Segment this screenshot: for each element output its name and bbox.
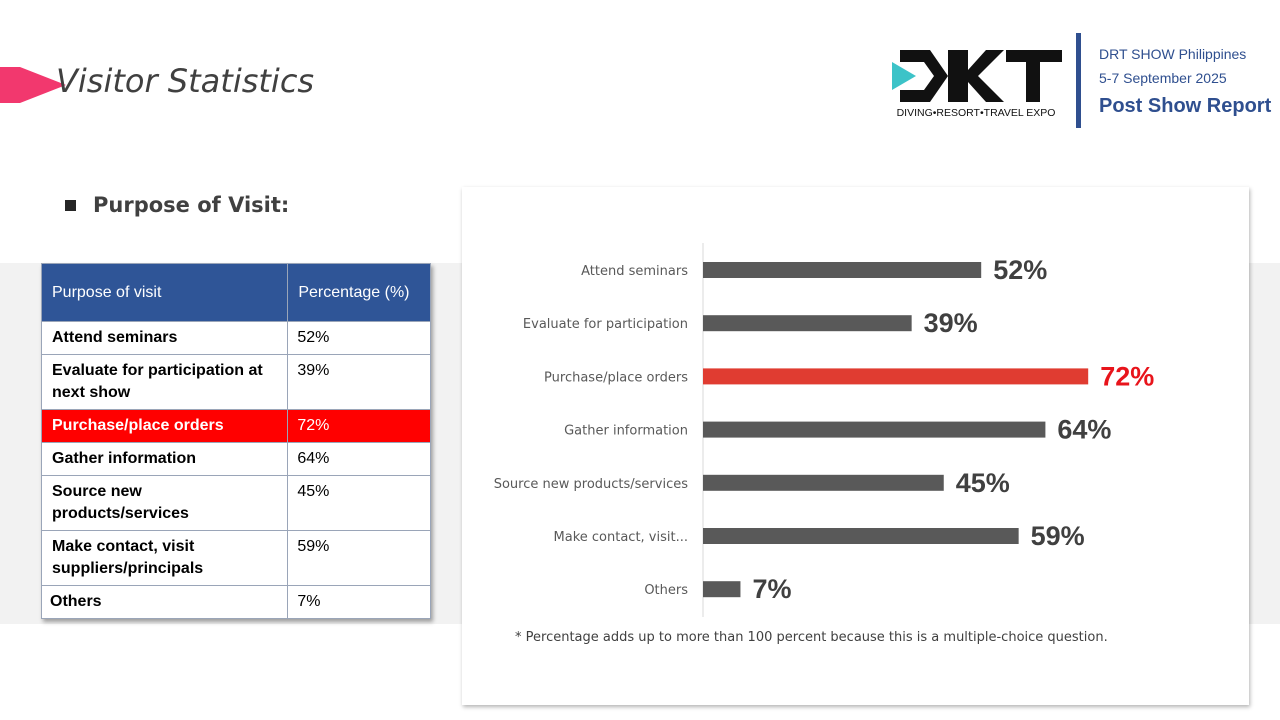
chart-category-label: Evaluate for participation [523, 317, 688, 332]
chart-value-label: 45% [956, 468, 1010, 498]
title-accent-bar [0, 67, 20, 103]
chart-category-label: Make contact, visit... [554, 530, 688, 545]
row-label: Purchase/place orders [40, 409, 289, 443]
chart-footnote: * Percentage adds up to more than 100 pe… [515, 630, 1108, 645]
table-row: Make contact, visit suppliers/principals… [40, 530, 431, 586]
row-value: 39% [287, 354, 431, 410]
table-row: Evaluate for participation at next show 3… [40, 354, 431, 410]
chart-value-label: 59% [1031, 521, 1085, 551]
row-value: 64% [287, 442, 431, 476]
chart-category-label: Purchase/place orders [544, 370, 688, 385]
row-value: 7% [287, 585, 431, 619]
table-row: Source new products/services 45% [40, 475, 431, 531]
logo-play-icon [892, 62, 916, 90]
row-value: 72% [287, 409, 431, 443]
chart-bar [703, 581, 741, 598]
chart-value-label: 72% [1100, 361, 1154, 391]
table-header-row: Purpose of visit Percentage (%) [40, 263, 431, 322]
table-row: Attend seminars 52% [40, 321, 431, 355]
event-name: DRT SHOW Philippines [1099, 46, 1247, 62]
report-title: Post Show Report [1099, 95, 1272, 117]
row-value: 45% [287, 475, 431, 531]
chart-category-label: Gather information [564, 424, 688, 439]
row-label: Evaluate for participation at next show [40, 354, 289, 410]
section-title: Purpose of Visit: [93, 193, 290, 217]
chart-category-label: Source new products/services [494, 477, 689, 492]
header-divider [1076, 33, 1081, 128]
row-label: Others [40, 585, 289, 619]
page-title: Visitor Statistics [56, 62, 315, 100]
chart-value-label: 64% [1057, 415, 1111, 445]
chart-bar [703, 421, 1046, 438]
chart-bar [703, 262, 982, 278]
bullet-square-icon [65, 200, 76, 211]
chart-bar [703, 315, 912, 332]
chart-bar [703, 368, 1089, 385]
chart-bar [703, 474, 944, 491]
row-value: 59% [287, 530, 431, 586]
table-row-highlighted: Purchase/place orders 72% [40, 409, 431, 443]
row-label: Source new products/services [40, 475, 289, 531]
chart-bar [703, 528, 1019, 544]
title-accent-arrow [20, 67, 66, 103]
chart-category-label: Others [644, 583, 688, 598]
table-header-percentage: Percentage (%) [287, 263, 431, 322]
row-label: Make contact, visit suppliers/principals [40, 530, 289, 586]
row-label: Attend seminars [40, 321, 289, 355]
chart-panel: Attend seminars 52% Evaluate for participa… [462, 187, 1249, 705]
row-label: Gather information [40, 442, 289, 476]
logo-tagline: DIVING•RESORT•TRAVEL EXPO [897, 107, 1056, 119]
chart-value-label: 39% [924, 308, 978, 338]
drt-logo: DIVING•RESORT•TRAVEL EXPO [892, 50, 1062, 119]
table-row: Others 7% [40, 585, 431, 619]
chart-category-label: Attend seminars [581, 264, 688, 279]
table-row: Gather information 64% [40, 442, 431, 476]
purpose-table: Purpose of visit Percentage (%) Attend s… [40, 263, 431, 619]
table-header-purpose: Purpose of visit [40, 263, 289, 322]
row-value: 52% [287, 321, 431, 355]
purpose-bar-chart: Attend seminars 52% Evaluate for participa… [494, 243, 1154, 617]
chart-value-label: 7% [752, 574, 791, 604]
chart-value-label: 52% [993, 255, 1047, 285]
event-dates: 5-7 September 2025 [1099, 70, 1227, 86]
